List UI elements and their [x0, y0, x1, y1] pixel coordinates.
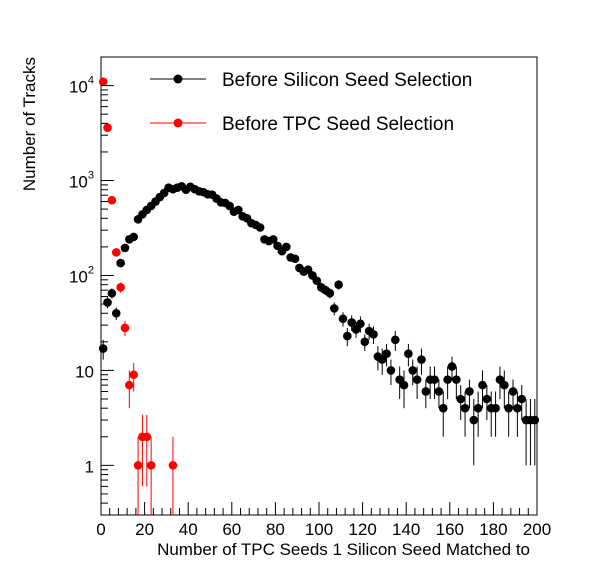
data-point: [290, 254, 300, 264]
data-point: [334, 280, 343, 289]
legend-marker-silicon: [173, 74, 183, 84]
y-tick-label: 1: [85, 457, 94, 476]
x-tick-label: 120: [348, 520, 376, 539]
x-tick-label: 180: [479, 520, 507, 539]
data-point: [391, 335, 400, 345]
x-tick-label: 60: [222, 520, 241, 539]
data-point: [377, 355, 387, 364]
data-point: [491, 403, 500, 413]
data-point: [111, 308, 121, 318]
data-point: [111, 248, 121, 257]
data-point: [107, 195, 117, 205]
x-axis-title: Number of TPC Seeds 1 Silicon Seed Match…: [157, 540, 530, 559]
data-point: [329, 304, 339, 313]
data-point: [142, 432, 152, 442]
data-point: [447, 362, 457, 371]
data-point: [255, 223, 265, 232]
data-point: [465, 387, 474, 396]
data-point: [504, 403, 513, 413]
data-point: [120, 243, 130, 253]
data-point: [116, 258, 125, 268]
data-point: [408, 366, 418, 375]
data-point: [360, 337, 370, 347]
data-point: [103, 298, 112, 307]
legend-item-silicon: Before Silicon Seed Selection: [150, 70, 472, 91]
data-point: [98, 77, 108, 86]
y-tick-label: 104: [69, 75, 94, 97]
data-point: [513, 403, 522, 413]
data-point: [438, 403, 448, 413]
x-tick-label: 160: [436, 520, 464, 539]
data-point: [382, 349, 391, 358]
data-point: [129, 370, 138, 380]
data-point: [338, 314, 348, 324]
data-point: [456, 394, 466, 404]
data-point: [268, 235, 278, 244]
series-layer: [98, 77, 540, 515]
series-silicon: [98, 181, 540, 466]
data-point: [347, 318, 357, 327]
legend-label-tpc: Before TPC Seed Selection: [222, 114, 454, 135]
data-point: [369, 330, 378, 339]
data-point: [434, 387, 444, 396]
data-point: [473, 403, 483, 413]
y-tick-label: 102: [69, 264, 94, 286]
data-point: [282, 242, 291, 252]
data-point: [120, 323, 130, 333]
legend-item-tpc: Before TPC Seed Selection: [150, 114, 454, 135]
data-point: [500, 380, 509, 390]
data-point: [404, 349, 413, 358]
data-point: [107, 288, 117, 298]
data-point: [469, 415, 479, 425]
data-point: [98, 344, 108, 353]
y-tick-label: 103: [69, 170, 94, 192]
data-point: [116, 283, 125, 292]
x-tick-label: 0: [96, 520, 105, 539]
data-point: [168, 461, 178, 470]
data-point: [530, 415, 540, 425]
series-tpc: [98, 77, 178, 515]
data-point: [443, 375, 452, 384]
data-point: [386, 366, 396, 375]
x-tick-label: 40: [179, 520, 198, 539]
y-tick-label: 10: [75, 362, 94, 381]
data-point: [103, 123, 112, 133]
axes-layer: 0 20 40 60 80 100 120 140 160 180 200 1 10 102 103 104: [69, 56, 551, 539]
x-tick-label: 100: [305, 520, 333, 539]
data-point: [452, 375, 461, 384]
data-point: [421, 387, 431, 396]
data-point: [343, 331, 352, 341]
x-tick-label: 140: [392, 520, 420, 539]
data-point: [234, 205, 243, 215]
data-point: [482, 394, 492, 404]
data-point: [460, 403, 470, 413]
y-axis-title: Number of Tracks: [20, 57, 39, 191]
data-point: [399, 380, 409, 390]
data-point: [412, 375, 422, 384]
data-point: [129, 232, 138, 242]
legend-marker-tpc: [173, 118, 183, 128]
data-point: [517, 394, 527, 404]
data-point: [133, 461, 143, 470]
x-tick-label: 80: [266, 520, 285, 539]
data-point: [356, 319, 365, 329]
data-point: [417, 355, 426, 364]
data-point: [312, 276, 322, 286]
x-tick-label: 200: [523, 520, 551, 539]
data-point: [478, 380, 487, 390]
legend: Before Silicon Seed Selection Before TPC…: [150, 70, 472, 135]
data-point: [146, 461, 156, 470]
data-point: [125, 380, 134, 390]
legend-label-silicon: Before Silicon Seed Selection: [222, 70, 472, 91]
data-point: [325, 288, 335, 298]
x-tick-label: 20: [135, 520, 154, 539]
data-point: [430, 375, 439, 384]
data-point: [508, 387, 518, 396]
